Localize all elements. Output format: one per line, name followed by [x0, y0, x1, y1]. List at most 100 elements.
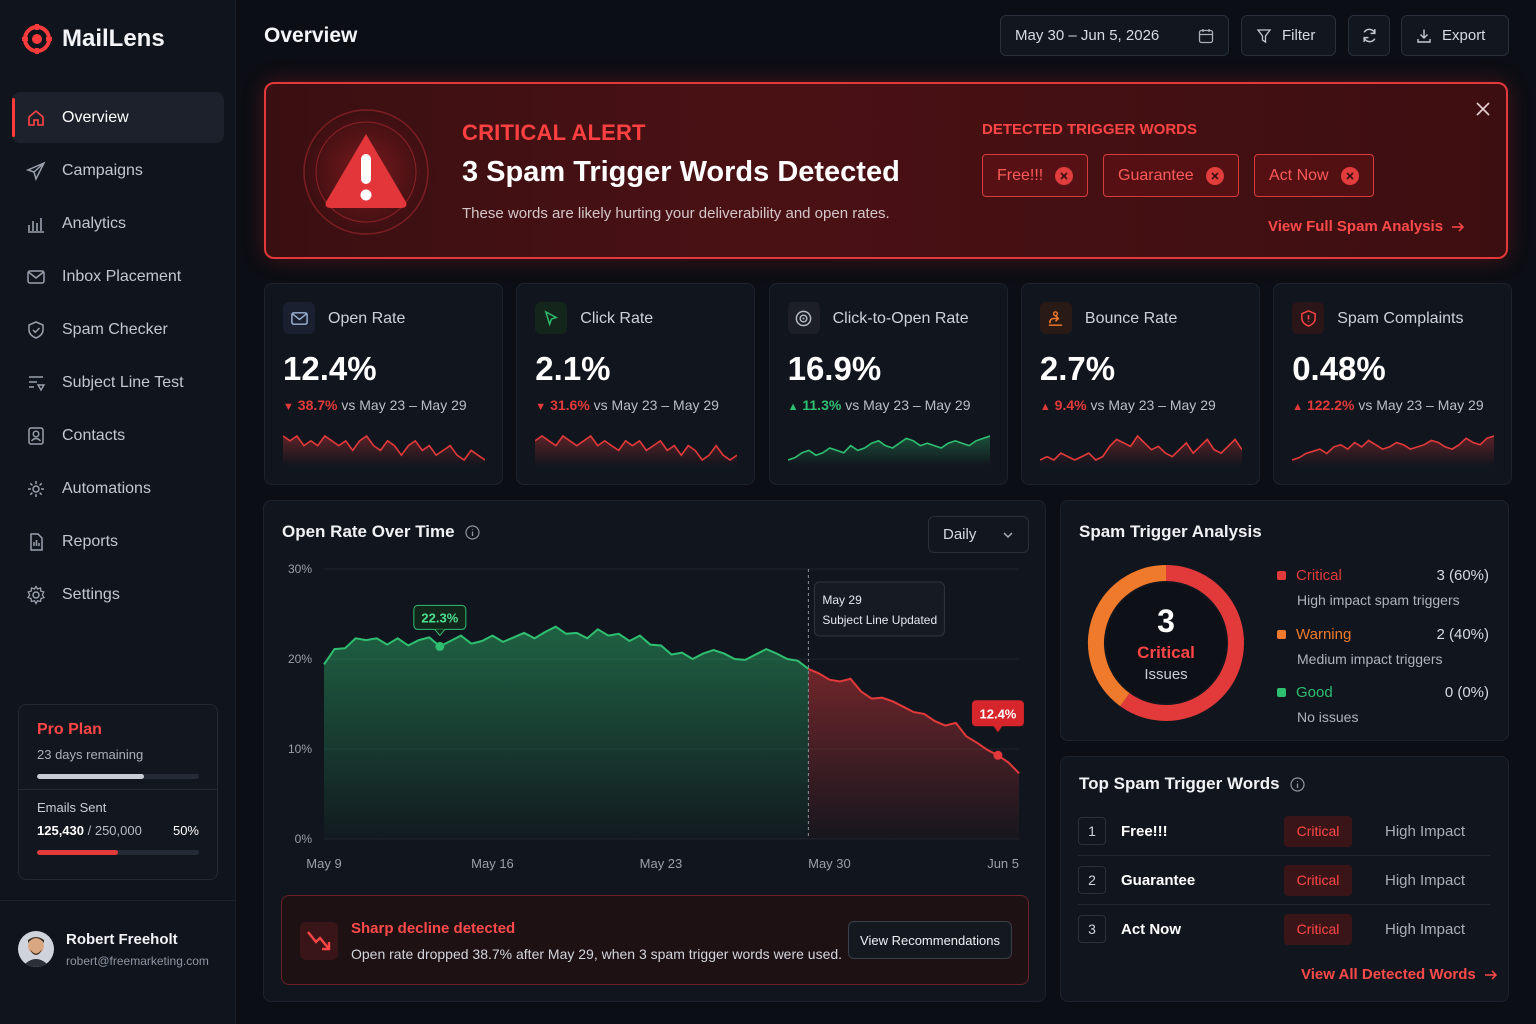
send-icon — [26, 160, 46, 181]
metric-value: 2.7% — [1039, 350, 1116, 387]
refresh-button[interactable] — [1348, 15, 1390, 56]
sidebar-item-overview[interactable]: Overview — [12, 92, 224, 143]
trigger-word-chip[interactable]: Act Now — [1254, 154, 1374, 197]
legend-item-warning: Warning 2 (40%) Medium impact triggers — [1277, 626, 1489, 667]
emails-count: 125,430 / 250,000 — [37, 823, 142, 838]
info-icon[interactable] — [464, 524, 480, 540]
sidebar-item-campaigns[interactable]: Campaigns — [12, 145, 224, 196]
sidebar-item-analytics[interactable]: Analytics — [12, 198, 224, 249]
spam-analysis-title: Spam Trigger Analysis — [1079, 522, 1262, 541]
view-recommendations-button[interactable]: View Recommendations — [848, 921, 1012, 959]
x-tick-label: May 16 — [471, 856, 514, 871]
sparkline — [1039, 434, 1242, 466]
close-icon[interactable] — [1205, 166, 1224, 185]
sparkline-area — [1039, 436, 1242, 466]
donut-slice-warning — [1088, 565, 1167, 707]
info-icon[interactable] — [1289, 776, 1305, 792]
bounce-icon — [1049, 310, 1063, 326]
view-spam-analysis-link[interactable]: View Full Spam Analysis — [1268, 218, 1465, 235]
donut-center-value: 3 — [1157, 603, 1175, 639]
arrow-up-icon: ▲ — [787, 401, 799, 413]
metric-card-spam-complaints[interactable]: Spam Complaints 0.48% ▲ 122.2% vs May 23… — [1273, 283, 1513, 485]
trigger-word-chip[interactable]: Free!!! — [982, 154, 1089, 197]
x-tick-label: Jun 5 — [987, 856, 1019, 871]
sparkline — [1292, 435, 1495, 466]
sidebar-item-label: Inbox Placement — [62, 267, 182, 285]
metric-icon-wrap — [1039, 302, 1072, 334]
chip-label: Free!!! — [997, 166, 1044, 184]
sidebar-item-label: Campaigns — [62, 161, 143, 179]
sparkline-line — [283, 434, 485, 462]
plan-remaining-bar — [37, 774, 199, 779]
close-icon[interactable] — [1340, 166, 1359, 185]
arrow-up-icon: ▲ — [1039, 401, 1051, 413]
mail-icon — [27, 269, 45, 284]
sidebar-item-reports[interactable]: Reports — [12, 516, 224, 567]
legend-value: 3 (60%) — [1436, 567, 1489, 584]
shield-alert-icon — [1300, 309, 1316, 327]
close-icon[interactable] — [1055, 166, 1074, 185]
legend-value: 0 (0%) — [1444, 684, 1489, 701]
trigger-word-row[interactable]: 1 Free!!! Critical High Impact — [1078, 807, 1490, 855]
calendar-icon — [1198, 28, 1214, 43]
current-value: 12.4% — [980, 706, 1017, 721]
date-range-picker[interactable]: May 30 – Jun 5, 2026 — [1000, 15, 1229, 56]
row-divider — [1078, 855, 1490, 856]
arrow-right-icon — [1452, 221, 1465, 232]
sidebar-item-label: Spam Checker — [62, 320, 168, 338]
sidebar-item-spam-checker[interactable]: Spam Checker — [12, 304, 224, 355]
link-label: View Full Spam Analysis — [1268, 218, 1444, 235]
open-rate-title: Open Rate Over Time — [282, 522, 455, 541]
event-annotation: May 29 Subject Line Updated — [813, 581, 945, 637]
download-icon — [1417, 29, 1431, 43]
metric-delta: ▼ 38.7% vs May 23 – May 29 — [283, 397, 467, 413]
metric-label: Spam Complaints — [1337, 310, 1464, 327]
plan-name: Pro Plan — [37, 721, 102, 738]
metric-delta: ▼ 31.6% vs May 23 – May 29 — [535, 397, 719, 413]
link-label: View All Detected Words — [1301, 966, 1476, 983]
export-button[interactable]: Export — [1401, 15, 1509, 56]
period-dropdown[interactable]: Daily — [928, 516, 1029, 553]
chip-label: Act Now — [1269, 166, 1329, 184]
emails-bar — [37, 850, 199, 855]
sidebar-item-automations[interactable]: Automations — [12, 463, 224, 514]
user-profile[interactable]: Robert Freeholt robert@freemarketing.com — [0, 900, 236, 1024]
view-all-words-link[interactable]: View All Detected Words — [1301, 966, 1498, 983]
metric-label: Open Rate — [328, 310, 406, 327]
severity-badge: Critical — [1284, 913, 1352, 945]
trigger-word: Free!!! — [1121, 822, 1168, 840]
critical-alert-banner: CRITICAL ALERT 3 Spam Trigger Words Dete… — [264, 82, 1508, 259]
filter-button[interactable]: Filter — [1241, 15, 1336, 56]
delta-value: 9.4% — [1054, 397, 1087, 413]
close-icon[interactable] — [1476, 102, 1490, 116]
shield-check-icon — [28, 320, 44, 339]
delta-value: 31.6% — [550, 397, 590, 413]
metric-value: 2.1% — [535, 350, 611, 387]
sidebar-item-inbox-placement[interactable]: Inbox Placement — [12, 251, 224, 302]
logo-icon — [22, 24, 52, 54]
sparkline — [535, 434, 738, 466]
delta-compare: vs May 23 – May 29 — [1358, 397, 1484, 413]
donut-slice-critical — [1120, 565, 1244, 721]
sidebar-item-subject-line-test[interactable]: Subject Line Test — [12, 357, 224, 408]
top-words-title-wrap: Top Spam Trigger Words — [1079, 774, 1305, 794]
sidebar-item-settings[interactable]: Settings — [12, 569, 224, 620]
sparkline-area — [283, 436, 485, 466]
sidebar-item-contacts[interactable]: Contacts — [12, 410, 224, 461]
trigger-word-row[interactable]: 2 Guarantee Critical High Impact — [1078, 856, 1490, 904]
brand[interactable]: MailLens — [22, 24, 165, 54]
metric-card-open-rate[interactable]: Open Rate 12.4% ▼ 38.7% vs May 23 – May … — [264, 283, 503, 485]
peak-point — [435, 641, 445, 651]
open-rate-panel: Open Rate Over Time Daily 30% 20% 10% 0% May… — [263, 500, 1046, 1002]
metric-card-bounce-rate[interactable]: Bounce Rate 2.7% ▲ 9.4% vs May 23 – May … — [1020, 283, 1260, 485]
metric-value: 16.9% — [787, 350, 882, 387]
sparkline-line — [1039, 434, 1242, 461]
subject-test-icon — [29, 375, 46, 391]
y-tick-label: 30% — [288, 562, 312, 576]
metric-card-click-rate[interactable]: Click Rate 2.1% ▼ 31.6% vs May 23 – May … — [516, 283, 756, 485]
sparkline-line — [535, 434, 738, 462]
impact-label: High Impact — [1385, 822, 1466, 840]
trigger-word-row[interactable]: 3 Act Now Critical High Impact — [1078, 905, 1490, 953]
metric-card-click-to-open-rate[interactable]: Click-to-Open Rate 16.9% ▲ 11.3% vs May … — [768, 283, 1008, 485]
trigger-word-chip[interactable]: Guarantee — [1103, 154, 1239, 197]
